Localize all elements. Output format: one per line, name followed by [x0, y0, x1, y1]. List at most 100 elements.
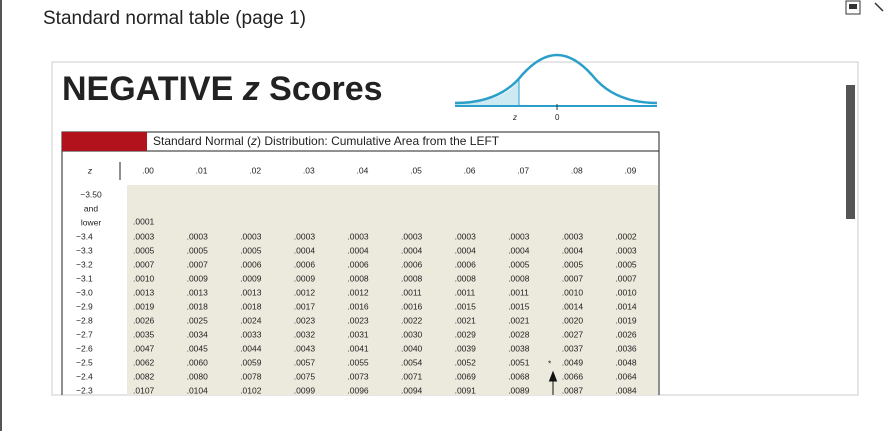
cell: .0022 — [401, 315, 423, 325]
row-label: −3.0 — [76, 287, 93, 297]
cell: .0047 — [133, 343, 155, 353]
cell: .0003 — [401, 231, 423, 241]
cell: .0007 — [562, 273, 584, 283]
cell: .0016 — [401, 301, 423, 311]
caption-part: Standard Normal ( — [153, 134, 251, 148]
cell: .0009 — [294, 273, 316, 283]
header-cell: .01 — [196, 165, 208, 175]
cell: .0009 — [187, 273, 209, 283]
cell: .0082 — [133, 371, 155, 381]
close-icon[interactable] — [874, 2, 884, 12]
caption-z: z — [250, 134, 257, 148]
cell: .0064 — [615, 371, 637, 381]
row-label: −3.2 — [76, 259, 93, 269]
scrollbar[interactable] — [846, 85, 855, 219]
header-cell: .00 — [142, 165, 154, 175]
cell: .0014 — [562, 301, 584, 311]
heading: NEGATIVE z Scores — [62, 70, 383, 108]
cell: .0003 — [347, 231, 369, 241]
cell: .0068 — [508, 371, 530, 381]
cell: .0011 — [508, 287, 529, 297]
cell: .0075 — [294, 371, 316, 381]
row-label: −3.3 — [76, 245, 93, 255]
cell: .0003 — [133, 231, 155, 241]
cell: .0003 — [240, 231, 262, 241]
cell: .0007 — [133, 259, 155, 269]
cell: .0001 — [133, 216, 155, 226]
cell: .0008 — [347, 273, 369, 283]
bell-curve — [454, 53, 658, 105]
cell: .0049 — [562, 357, 584, 367]
cell: .0039 — [455, 343, 477, 353]
heading-z: z — [242, 70, 260, 108]
cell: .0006 — [294, 259, 316, 269]
cell: .0055 — [347, 357, 369, 367]
heading-part: NEGATIVE — [62, 70, 243, 108]
header-cell: .09 — [624, 165, 636, 175]
cell: .0062 — [133, 357, 155, 367]
cell: .0071 — [401, 371, 423, 381]
cell: .0012 — [294, 287, 316, 297]
row-label: and — [84, 203, 98, 213]
cell: .0099 — [294, 385, 316, 395]
cell: .0020 — [562, 315, 584, 325]
cell: .0007 — [615, 273, 637, 283]
cell: .0025 — [187, 315, 209, 325]
caption-part: ) Distribution: Cumulative Area from the… — [257, 134, 500, 148]
cell: .0017 — [294, 301, 316, 311]
cell: .0030 — [401, 329, 423, 339]
cell: .0011 — [401, 287, 422, 297]
cell: .0035 — [133, 329, 155, 339]
cell: .0060 — [187, 357, 209, 367]
row-label: −2.6 — [76, 343, 93, 353]
cell: .0052 — [455, 357, 477, 367]
cell: .0057 — [294, 357, 316, 367]
header-cell: .02 — [249, 165, 261, 175]
cell: .0019 — [133, 301, 155, 311]
cell: .0073 — [347, 371, 369, 381]
cell: .0002 — [615, 231, 637, 241]
cell: .0003 — [294, 231, 316, 241]
cell: .0027 — [562, 329, 584, 339]
cell: .0104 — [187, 385, 209, 395]
row-label: −3.4 — [76, 231, 93, 241]
cell: .0033 — [240, 329, 262, 339]
cell: .0084 — [615, 385, 637, 395]
cell: .0010 — [615, 287, 637, 297]
cell: .0026 — [133, 315, 155, 325]
cell: .0003 — [508, 231, 530, 241]
cell: .0023 — [294, 315, 316, 325]
cell: .0087 — [562, 385, 584, 395]
cell: .0012 — [347, 287, 369, 297]
cell: .0005 — [187, 245, 209, 255]
cell: .0005 — [508, 259, 530, 269]
cell: .0011 — [455, 287, 476, 297]
cell: .0013 — [240, 287, 262, 297]
cell: .0004 — [294, 245, 316, 255]
cell: .0009 — [240, 273, 262, 283]
cell: .0016 — [347, 301, 369, 311]
cell: .0015 — [455, 301, 477, 311]
cell: .0013 — [187, 287, 209, 297]
curve-label-z: z — [512, 113, 517, 122]
cell: .0040 — [401, 343, 423, 353]
cell: .0034 — [187, 329, 209, 339]
cell: .0003 — [615, 245, 637, 255]
window-icon[interactable] — [845, 0, 861, 15]
shaded-area — [455, 80, 519, 106]
cell: .0023 — [347, 315, 369, 325]
table: z .00 .01 .02 .03 .04 .05 .06 .07 .08 .09 −3.50 and l… — [76, 165, 637, 395]
cell: .0048 — [615, 357, 637, 367]
cell: .0004 — [562, 245, 584, 255]
row-label: −2.8 — [76, 315, 93, 325]
caption: Standard Normal (z) Distribution: Cumula… — [153, 134, 500, 148]
cell: .0037 — [562, 343, 584, 353]
cell: .0015 — [508, 301, 530, 311]
cell: .0107 — [133, 385, 155, 395]
row-label: −2.3 — [76, 385, 93, 395]
cell: .0004 — [455, 245, 477, 255]
cell: .0003 — [187, 231, 209, 241]
cell: .0006 — [347, 259, 369, 269]
cell: .0010 — [133, 273, 155, 283]
cell: .0004 — [401, 245, 423, 255]
